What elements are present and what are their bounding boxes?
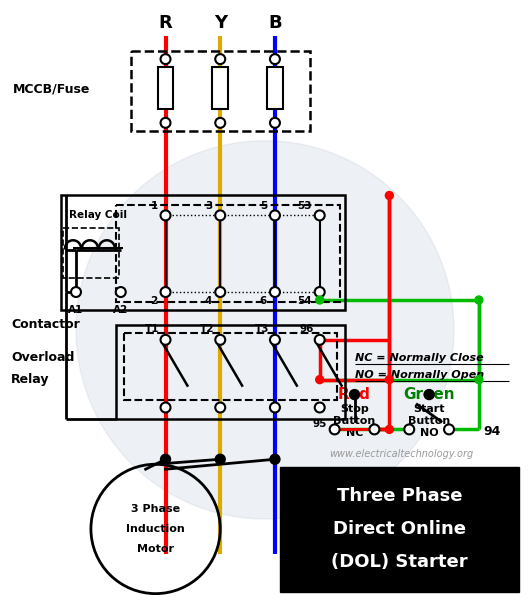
- Circle shape: [330, 424, 340, 434]
- Text: A1: A1: [68, 305, 84, 315]
- Circle shape: [270, 335, 280, 345]
- Text: 6: 6: [260, 296, 267, 306]
- Text: Stop: Stop: [340, 404, 369, 415]
- Circle shape: [215, 54, 225, 64]
- Text: T1: T1: [145, 324, 160, 334]
- Circle shape: [116, 287, 126, 297]
- Bar: [157, 67, 173, 109]
- Circle shape: [215, 211, 225, 220]
- Text: Overload: Overload: [11, 351, 75, 364]
- Circle shape: [475, 376, 483, 383]
- Circle shape: [350, 389, 359, 400]
- Text: NC: NC: [346, 428, 363, 439]
- Text: Relay Coil: Relay Coil: [69, 211, 127, 220]
- Circle shape: [316, 296, 324, 304]
- Text: Y: Y: [214, 14, 227, 32]
- Text: 5: 5: [260, 202, 267, 211]
- Text: MCCB/Fuse: MCCB/Fuse: [13, 82, 91, 95]
- Text: A2: A2: [113, 305, 128, 315]
- Circle shape: [315, 403, 325, 412]
- Circle shape: [444, 424, 454, 434]
- Text: Three Phase: Three Phase: [337, 487, 462, 505]
- Text: 96: 96: [299, 324, 314, 334]
- Circle shape: [385, 376, 393, 383]
- Text: NO = Normally Open: NO = Normally Open: [355, 370, 484, 380]
- Text: Direct Online: Direct Online: [333, 520, 466, 538]
- Circle shape: [270, 54, 280, 64]
- Circle shape: [71, 287, 81, 297]
- Bar: [116, 325, 345, 419]
- Circle shape: [76, 141, 454, 519]
- Circle shape: [161, 335, 171, 345]
- Circle shape: [404, 424, 414, 434]
- Circle shape: [315, 211, 325, 220]
- Circle shape: [215, 287, 225, 297]
- Circle shape: [161, 454, 171, 464]
- Text: 3 Phase: 3 Phase: [131, 504, 180, 514]
- Circle shape: [161, 211, 171, 220]
- Text: 94: 94: [484, 425, 501, 438]
- Bar: [63, 229, 119, 278]
- Text: 1: 1: [151, 202, 157, 211]
- Text: NC = Normally Close: NC = Normally Close: [355, 353, 483, 363]
- Circle shape: [315, 287, 325, 297]
- Circle shape: [270, 211, 280, 220]
- Bar: [131, 51, 310, 131]
- Text: Motor: Motor: [137, 544, 174, 554]
- Circle shape: [161, 403, 171, 412]
- Circle shape: [215, 403, 225, 412]
- Bar: [61, 196, 344, 310]
- Text: Button: Button: [408, 416, 450, 427]
- Text: T2: T2: [200, 324, 214, 334]
- Text: NO: NO: [420, 428, 438, 439]
- Circle shape: [385, 191, 393, 199]
- Bar: [213, 67, 228, 109]
- Text: (DOL) Starter: (DOL) Starter: [331, 553, 467, 571]
- Circle shape: [215, 335, 225, 345]
- Circle shape: [270, 118, 280, 128]
- Text: 4: 4: [205, 296, 213, 306]
- Circle shape: [385, 425, 393, 433]
- Circle shape: [270, 403, 280, 412]
- Text: Contactor: Contactor: [11, 319, 80, 331]
- Circle shape: [215, 454, 225, 464]
- Text: Button: Button: [333, 416, 376, 427]
- Text: R: R: [158, 14, 172, 32]
- Circle shape: [270, 454, 280, 464]
- Bar: [213, 67, 228, 109]
- Text: 54: 54: [297, 296, 312, 306]
- Circle shape: [369, 424, 379, 434]
- Text: Induction: Induction: [126, 524, 185, 534]
- Bar: [116, 205, 340, 302]
- Circle shape: [316, 376, 324, 383]
- Bar: [267, 67, 283, 109]
- Circle shape: [161, 118, 171, 128]
- Text: Red: Red: [338, 387, 371, 402]
- Text: 3: 3: [205, 202, 213, 211]
- Text: Green: Green: [403, 387, 455, 402]
- Circle shape: [161, 54, 171, 64]
- Circle shape: [475, 296, 483, 304]
- Text: B: B: [268, 14, 282, 32]
- Bar: [157, 67, 173, 109]
- Text: Start: Start: [413, 404, 445, 415]
- Bar: [280, 467, 519, 592]
- Circle shape: [161, 287, 171, 297]
- Text: 2: 2: [151, 296, 157, 306]
- Bar: [267, 67, 283, 109]
- Text: 53: 53: [297, 202, 312, 211]
- Circle shape: [215, 118, 225, 128]
- Circle shape: [424, 389, 434, 400]
- Text: www.electricaltechnology.org: www.electricaltechnology.org: [330, 449, 474, 459]
- Text: Relay: Relay: [11, 373, 50, 386]
- Circle shape: [270, 287, 280, 297]
- Circle shape: [315, 335, 325, 345]
- Text: T3: T3: [254, 324, 269, 334]
- Text: 95: 95: [313, 419, 327, 430]
- Bar: [123, 333, 337, 400]
